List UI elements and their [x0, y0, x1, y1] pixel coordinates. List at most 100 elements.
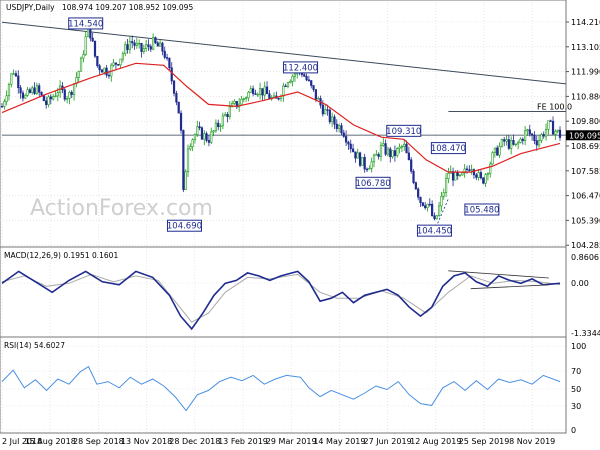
candle-body	[358, 152, 362, 166]
candle-body	[226, 114, 229, 118]
candle-body	[528, 129, 531, 135]
candle-body	[470, 169, 473, 171]
candle-body	[356, 152, 359, 159]
candle-body	[170, 67, 173, 82]
price-tick-label: 113.105	[571, 43, 600, 52]
candle-body	[542, 134, 545, 137]
candle-body	[35, 85, 38, 94]
candle-body	[133, 42, 136, 46]
price-title: USDJPY,Daily	[6, 3, 55, 12]
candle-body	[335, 123, 338, 129]
candle-body	[505, 139, 508, 142]
candle-body	[112, 62, 115, 66]
candle-body	[551, 120, 555, 135]
price-label-text: 108.470	[431, 144, 466, 154]
candle-body	[361, 157, 364, 166]
candle-body	[68, 91, 71, 99]
candle-body	[145, 44, 148, 49]
x-tick-label: 13 Feb 2019	[218, 437, 268, 446]
candle-body	[421, 202, 424, 206]
x-tick-label: 28 Dec 2018	[169, 437, 220, 446]
candle-body	[91, 37, 94, 42]
macd-line	[1, 270, 561, 331]
price-label-text: 104.450	[417, 227, 452, 237]
candle-body	[98, 65, 101, 71]
watermark: ActionForex.com	[30, 196, 213, 221]
candle-body	[186, 148, 190, 173]
rsi-tick-label: 70	[571, 367, 581, 376]
price-label-box	[355, 176, 391, 189]
candle-body	[375, 154, 378, 156]
candle-body	[293, 73, 297, 77]
candle-body	[349, 143, 352, 150]
candle-body	[489, 163, 492, 174]
x-tick-label: 28 Sep 2018	[73, 437, 124, 446]
candle-body	[182, 129, 185, 190]
candle-body	[135, 43, 138, 46]
price-label-text: 112.400	[283, 63, 318, 73]
candle-body	[407, 152, 410, 161]
price-label-text: 109.310	[386, 127, 421, 137]
x-tick-label: 12 Aug 2019	[410, 437, 461, 446]
candle-body	[131, 41, 134, 44]
candle-body	[391, 150, 394, 158]
candle-body	[414, 182, 417, 190]
candle-body	[14, 73, 18, 77]
candle-body	[28, 89, 32, 93]
rsi-layer	[1, 365, 561, 412]
candle-body	[424, 205, 427, 209]
candle-body	[12, 73, 15, 75]
candle-body	[544, 129, 548, 137]
candle-body	[447, 172, 450, 179]
price-label-text: 114.540	[68, 19, 103, 29]
price-level-label: 108.470	[431, 142, 466, 155]
candle-body	[549, 120, 552, 122]
moving-average-line	[1, 62, 561, 173]
price-tick-label: 111.990	[571, 68, 600, 77]
candle-body	[454, 171, 457, 181]
price-tick-label: 105.390	[571, 216, 600, 225]
candle-body	[175, 92, 178, 103]
candle-body	[477, 172, 480, 178]
candle-body	[168, 58, 171, 69]
candle-body	[468, 169, 471, 171]
candle-body	[368, 167, 371, 170]
price-label-box	[166, 219, 202, 232]
candle-body	[524, 130, 527, 141]
price-layer: FE 100.0 114.540 104.690 112.400 109.310 106.…	[0, 17, 572, 237]
candle-body	[124, 44, 127, 55]
candle-body	[482, 177, 485, 184]
candle-body	[354, 151, 357, 159]
candle-body	[268, 93, 271, 100]
candle-body	[177, 101, 180, 114]
candle-body	[224, 114, 227, 117]
price-label-text: 104.690	[167, 222, 202, 232]
candle-body	[161, 42, 164, 52]
candle-body	[412, 171, 415, 183]
candle-body	[84, 36, 87, 55]
candle-body	[189, 146, 192, 150]
candle-body	[393, 150, 397, 156]
candle-body	[198, 126, 201, 129]
candle-body	[493, 147, 497, 153]
candle-body	[377, 154, 380, 157]
candle-body	[149, 46, 152, 50]
candle-body	[191, 139, 194, 147]
candle-body	[331, 116, 334, 123]
candle-body	[398, 146, 401, 149]
candle-body	[138, 42, 141, 45]
x-tick-label: 2 Jul 2018	[2, 437, 42, 446]
candle-body	[417, 188, 420, 198]
candle-body	[347, 141, 350, 145]
candle-body	[312, 85, 315, 90]
macd-panel-frame	[0, 246, 567, 338]
candle-body	[526, 129, 529, 132]
fe-100-label: FE 100.0	[537, 103, 572, 112]
macd-tick-label: 0.8606	[571, 253, 599, 262]
candle-body	[286, 82, 290, 87]
macd-tick-label: -1.3344	[571, 329, 600, 338]
candle-body	[128, 41, 131, 50]
candle-body	[333, 116, 336, 125]
candle-body	[207, 140, 211, 143]
